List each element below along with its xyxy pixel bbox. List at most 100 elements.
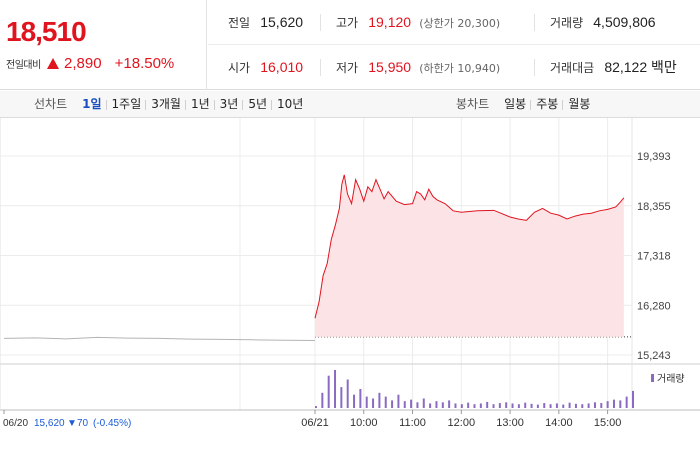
tab-1y[interactable]: 1년 [184, 91, 215, 118]
volume-bar [530, 403, 533, 408]
prev-day-change: 70 [77, 418, 89, 429]
stat-value: 16,010 [260, 59, 304, 75]
volume-bar [321, 392, 324, 408]
volume-bar [334, 370, 337, 408]
volume-bar [612, 399, 615, 408]
volume-bar [606, 401, 609, 408]
tab-3m[interactable]: 3개월 [145, 91, 186, 118]
x-tick-label: 14:00 [545, 417, 573, 429]
volume-bar [517, 404, 520, 408]
stat-value: 19,120 [368, 14, 412, 30]
volume-bar [498, 403, 501, 408]
volume-bar [543, 403, 546, 408]
volume-bar [549, 404, 552, 408]
lower-limit: (하한가 10,940) [419, 62, 501, 75]
volume-bar [568, 402, 571, 408]
volume-bars [315, 370, 634, 408]
change-amount: 2,890 [64, 55, 102, 72]
current-price: 18,510 [6, 16, 87, 47]
volume-bar [353, 394, 356, 408]
x-axis-labels: 06/21 10:00 11:00 12:00 13:00 14:00 15:00 [3, 410, 622, 429]
tab-daily-candle[interactable]: 일봉 [504, 97, 527, 111]
line-chart-tabs: 선차트 1일 1주일 3개월 1년 3년 5년 10년 [34, 91, 308, 118]
volume-bar [340, 387, 343, 408]
volume-bar [429, 403, 432, 408]
price-chart[interactable]: 19,393 18,355 17,318 16,280 15,243 06/21 10:0… [0, 118, 700, 450]
stats-row-2: 시가 16,010 저가 15,950 (하한가 10,940) 거래대금 82… [208, 45, 700, 90]
volume-bar [473, 404, 476, 408]
stat-value: 4,509,806 [593, 14, 656, 30]
stat-high: 고가 19,120 (상한가 20,300) [336, 0, 500, 45]
volume-bar [391, 400, 394, 408]
volume-bar [372, 398, 375, 408]
tab-weekly-candle[interactable]: 주봉 [530, 91, 563, 118]
volume-bar [315, 406, 317, 408]
prev-day-change-pct: (-0.45%) [93, 418, 131, 429]
divider [320, 14, 321, 31]
volume-legend: 거래량 [651, 373, 685, 385]
intraday-area [315, 174, 624, 337]
volume-bar [416, 402, 419, 408]
volume-bar [486, 401, 489, 408]
volume-bar [625, 396, 628, 408]
volume-bar [619, 400, 622, 408]
volume-bar [511, 403, 514, 408]
tab-monthly-candle[interactable]: 월봉 [562, 91, 595, 118]
up-triangle-icon [46, 58, 59, 69]
previous-day-line [3, 336, 316, 342]
volume-bar [378, 392, 381, 408]
tab-1w[interactable]: 1주일 [105, 91, 147, 118]
stat-value: 15,950 [368, 59, 412, 75]
volume-bar [632, 390, 634, 408]
x-tick-label: 15:00 [594, 417, 622, 429]
change-label: 전일대비 [6, 60, 41, 71]
volume-bar [587, 403, 590, 408]
volume-bar [600, 403, 603, 408]
y-tick-label: 16,280 [637, 300, 671, 312]
tab-3y[interactable]: 3년 [213, 91, 244, 118]
volume-bar [327, 375, 330, 408]
line-chart-title: 선차트 [34, 97, 68, 111]
price-summary: 18,510 전일대비 2,890 +18.50% [0, 0, 207, 90]
stat-value: 15,620 [260, 14, 304, 30]
quote-header: 18,510 전일대비 2,890 +18.50% 전일 15,620 고가 1… [0, 0, 700, 90]
tab-1d[interactable]: 1일 [82, 97, 102, 111]
y-axis-labels: 19,393 18,355 17,318 16,280 15,243 [637, 151, 671, 362]
stat-label: 저가 [336, 61, 359, 75]
previous-day-info: 06/20 15,620 ▼ 70 (-0.45%) [3, 418, 131, 429]
stat-value: 82,122 백만 [604, 59, 677, 75]
stat-label: 거래량 [550, 16, 584, 30]
volume-bar [593, 402, 596, 408]
upper-limit: (상한가 20,300) [419, 17, 501, 30]
prev-day-date: 06/20 [3, 418, 28, 429]
volume-legend-swatch [651, 374, 654, 382]
chart-period-tabbar: 선차트 1일 1주일 3개월 1년 3년 5년 10년 봉차트 일봉 주봉 월봉 [0, 91, 700, 118]
stat-volume: 거래량 4,509,806 [550, 0, 656, 45]
x-tick-label: 12:00 [448, 417, 476, 429]
tab-10y[interactable]: 10년 [271, 91, 308, 118]
volume-bar [397, 394, 400, 408]
change-percent: +18.50% [114, 55, 175, 72]
stat-label: 시가 [228, 61, 251, 75]
stats-row-1: 전일 15,620 고가 19,120 (상한가 20,300) 거래량 4,5… [208, 0, 700, 45]
stat-prev-close: 전일 15,620 [228, 0, 303, 45]
volume-bar [555, 403, 558, 408]
stat-open: 시가 16,010 [228, 45, 303, 90]
volume-legend-label: 거래량 [657, 373, 685, 385]
x-tick-label: 10:00 [350, 417, 378, 429]
intraday-line [314, 174, 625, 319]
stat-trade-value: 거래대금 82,122 백만 [550, 45, 677, 90]
stat-low: 저가 15,950 (하한가 10,940) [336, 45, 500, 90]
tab-5y[interactable]: 5년 [242, 91, 272, 118]
volume-bar [479, 403, 482, 408]
volume-bar [403, 401, 406, 408]
volume-bar [435, 401, 438, 408]
volume-bar [562, 404, 565, 408]
change-row: 전일대비 2,890 +18.50% [6, 53, 175, 72]
volume-bar [365, 396, 368, 408]
volume-bar [359, 389, 362, 408]
down-triangle-icon: ▼ [67, 418, 77, 429]
divider [534, 14, 535, 31]
x-tick-label: 11:00 [399, 417, 426, 429]
y-tick-label: 19,393 [637, 151, 671, 163]
